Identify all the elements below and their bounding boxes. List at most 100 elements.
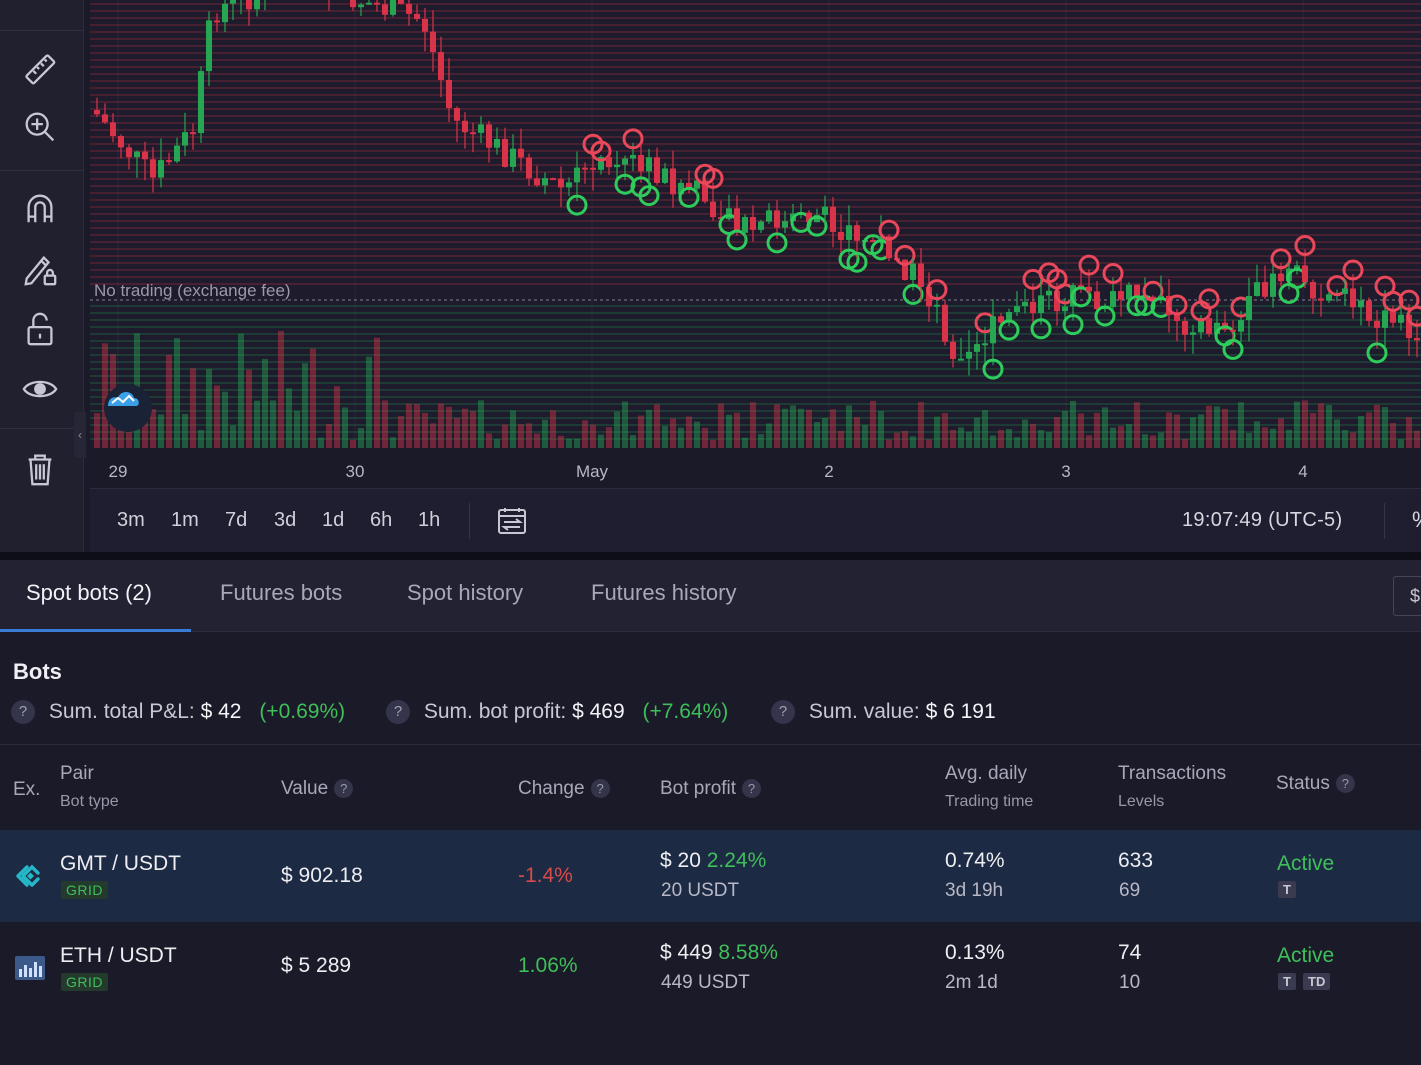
sell-marker — [1342, 259, 1364, 281]
tab-spot-history[interactable]: Spot history — [407, 580, 524, 605]
calendar-range-icon[interactable] — [496, 506, 528, 536]
table-row[interactable]: ETH / USDT GRID $ 5 289 1.06% $ 449 8.58… — [0, 922, 1421, 1014]
candle-body — [1038, 295, 1044, 314]
volume-bar — [790, 405, 796, 448]
unlock-icon[interactable] — [16, 306, 64, 352]
range-button-3m[interactable]: 3m — [117, 509, 145, 531]
bot-type-badge: GRID — [61, 973, 108, 991]
tab-futures-bots[interactable]: Futures bots — [220, 580, 343, 605]
volume-bar — [878, 411, 884, 448]
volume-bar — [150, 409, 156, 448]
volume-bar — [358, 428, 364, 448]
range-button-1h[interactable]: 1h — [418, 509, 441, 531]
tab-futures-history[interactable]: Futures history — [591, 580, 737, 605]
volume-bar — [1086, 435, 1092, 448]
candle-body — [846, 225, 852, 240]
candle-body — [142, 151, 148, 160]
status-tag: TD — [1303, 973, 1331, 990]
volume-bar — [166, 354, 172, 448]
volume-bar — [670, 418, 676, 448]
collapse-toolbar-handle[interactable]: ‹ — [74, 412, 86, 458]
candle-body — [1150, 296, 1156, 300]
candle-body — [838, 231, 844, 240]
avg-daily: 0.13% — [945, 941, 1005, 964]
sell-marker — [590, 140, 612, 162]
eye-icon[interactable] — [16, 366, 64, 412]
table-row[interactable]: GMT / USDT GRID $ 902.18 -1.4% $ 20 2.24… — [0, 830, 1421, 922]
ruler-icon[interactable] — [16, 46, 64, 92]
candle-body — [1214, 322, 1220, 334]
volume-bar — [222, 391, 228, 448]
volume-bar — [958, 427, 964, 448]
volume-bar — [942, 413, 948, 448]
volume-bar — [382, 400, 388, 448]
volume-bar — [1174, 414, 1180, 448]
candle-body — [110, 122, 116, 137]
range-button-1d[interactable]: 1d — [322, 509, 345, 531]
candle-body — [1310, 282, 1316, 299]
sell-marker — [1326, 275, 1348, 297]
candle-body — [510, 148, 516, 167]
column-header-value[interactable]: Value? — [281, 778, 354, 800]
help-icon[interactable]: ? — [11, 700, 35, 725]
volume-bar — [486, 433, 492, 448]
candle-body — [118, 136, 124, 148]
price-chart[interactable]: No trading (exchange fee) — [90, 0, 1421, 488]
help-icon[interactable]: ? — [771, 700, 795, 725]
help-icon[interactable]: ? — [334, 779, 354, 799]
currency-select[interactable]: $ — [1393, 576, 1421, 616]
column-header-bot-profit[interactable]: Bot profit? — [660, 778, 762, 800]
magnet-icon[interactable] — [16, 186, 64, 232]
tab-spot-bots[interactable]: Spot bots (2) — [26, 580, 152, 605]
volume-bar — [1334, 419, 1340, 448]
volume-bar — [406, 403, 412, 448]
candle-body — [958, 358, 964, 361]
range-button-3d[interactable]: 3d — [274, 509, 297, 531]
volume-bar — [374, 337, 380, 448]
candle-body — [1174, 315, 1180, 321]
column-header-status[interactable]: Status? — [1276, 773, 1355, 795]
column-header-change[interactable]: Change? — [518, 778, 610, 800]
kucoin-logo-icon — [16, 864, 40, 887]
volume-bar — [462, 408, 468, 448]
candle-body — [726, 208, 732, 220]
volume-bar — [982, 410, 988, 448]
range-button-6h[interactable]: 6h — [370, 509, 393, 531]
column-header-pair[interactable]: Pair — [60, 763, 94, 784]
volume-bar — [550, 410, 556, 448]
candle-body — [582, 167, 588, 170]
help-icon[interactable]: ? — [1335, 774, 1355, 794]
buy-marker — [766, 232, 788, 254]
candle-body — [1406, 314, 1412, 338]
help-icon[interactable]: ? — [386, 700, 410, 725]
trash-icon[interactable] — [16, 446, 64, 492]
volume-bar — [702, 427, 708, 448]
buy-marker — [614, 173, 636, 195]
bot-profit-usdt: 449 USDT — [661, 972, 750, 993]
candle-body — [854, 225, 860, 241]
summary-value-label: Sum. value: — [808, 700, 920, 723]
volume-bar — [1198, 414, 1204, 448]
range-button-7d[interactable]: 7d — [225, 509, 248, 531]
pencil-lock-icon[interactable] — [16, 246, 64, 292]
sell-marker — [1270, 248, 1292, 270]
help-icon[interactable]: ? — [742, 779, 762, 799]
sell-marker — [894, 244, 916, 266]
zoom-in-icon[interactable] — [16, 104, 64, 150]
candle-body — [382, 4, 388, 15]
buy-marker — [678, 186, 700, 208]
help-icon[interactable]: ? — [590, 779, 610, 799]
trading-time: 2m 1d — [945, 972, 998, 993]
volume-bar — [590, 424, 596, 448]
column-header-avg-daily[interactable]: Avg. daily — [945, 763, 1028, 784]
candle-body — [678, 182, 684, 195]
percent-scale-icon[interactable]: % — [1412, 507, 1421, 533]
candle-body — [1246, 296, 1252, 321]
candle-body — [654, 157, 660, 183]
summary-profit-pct: (+7.64%) — [642, 700, 729, 723]
volume-bar — [182, 414, 188, 448]
cloud-logo-icon[interactable] — [104, 384, 152, 432]
range-button-1m[interactable]: 1m — [171, 509, 199, 531]
column-header-transactions[interactable]: Transactions — [1118, 763, 1227, 784]
panel-resize-divider[interactable] — [0, 552, 1421, 560]
